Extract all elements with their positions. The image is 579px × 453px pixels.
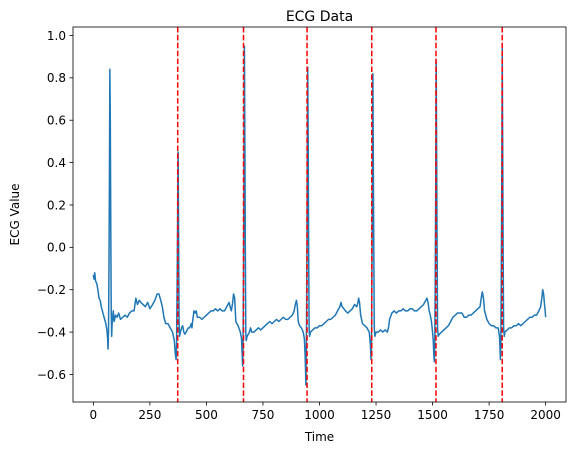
x-tick-label-1: 250 — [138, 408, 161, 422]
y-tick-label-2: −0.2 — [37, 283, 66, 297]
y-axis-label: ECG Value — [8, 183, 22, 245]
y-tick-label-4: 0.2 — [47, 198, 66, 212]
y-axis: −0.6 −0.4 −0.2 0.0 0.2 0.4 0.6 0.8 1.0 — [37, 29, 73, 382]
x-tick-label-7: 1750 — [474, 408, 505, 422]
y-tick-label-8: 1.0 — [47, 29, 66, 43]
x-tick-label-0: 0 — [90, 408, 98, 422]
x-tick-label-5: 1250 — [361, 408, 392, 422]
x-tick-label-6: 1500 — [417, 408, 448, 422]
y-tick-label-0: −0.6 — [37, 368, 66, 382]
x-tick-label-8: 2000 — [530, 408, 561, 422]
y-tick-label-6: 0.6 — [47, 114, 66, 128]
axes-frame — [72, 26, 567, 403]
x-tick-label-2: 500 — [195, 408, 218, 422]
y-tick-label-5: 0.4 — [47, 156, 66, 170]
x-tick-label-3: 750 — [252, 408, 275, 422]
y-tick-label-1: −0.4 — [37, 325, 66, 339]
chart-title: ECG Data — [286, 9, 353, 25]
x-tick-label-4: 1000 — [304, 408, 335, 422]
y-tick-label-3: 0.0 — [47, 241, 66, 255]
y-tick-label-7: 0.8 — [47, 71, 66, 85]
series-line-0 — [92, 45, 547, 386]
plot-area — [92, 27, 547, 402]
x-axis-label: Time — [304, 430, 334, 444]
x-axis: 0 250 500 750 1000 1250 1500 1750 2000 — [90, 402, 561, 422]
